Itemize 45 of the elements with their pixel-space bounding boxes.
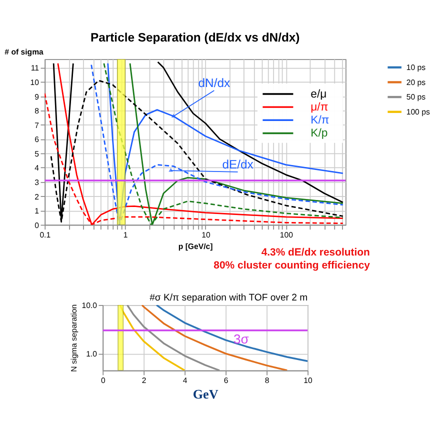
legend-label: K/π <box>310 114 330 127</box>
x-tick-label: 0 <box>100 376 106 386</box>
y-axis-title: # of sigma <box>4 47 44 56</box>
legend-label: e/μ <box>310 88 327 100</box>
y-tick-label: 1.0 <box>86 350 98 359</box>
x-tick-label: 10 <box>202 230 211 240</box>
y-tick-label: 6 <box>34 135 40 144</box>
x-tick-label: 100 <box>280 230 294 240</box>
line-series <box>156 305 308 362</box>
y-tick-label: 1 <box>34 206 40 216</box>
y-axis-title: N sigma separation <box>70 304 78 372</box>
y-tick-label: 9 <box>34 92 40 102</box>
y-tick-label: 11 <box>30 64 40 73</box>
legend-label: K/p <box>310 128 328 140</box>
x-tick-label: 8 <box>264 376 270 386</box>
x-tick-label: 6 <box>224 376 229 386</box>
legend-label: 100 ps <box>406 107 430 116</box>
text: #σ K/π separation with TOF over 2 m <box>150 292 308 304</box>
y-tick-label: 10 <box>30 78 40 88</box>
annotation: dN/dx <box>198 76 230 90</box>
legend-label: μ/π <box>310 102 328 114</box>
y-tick-label: 7 <box>34 120 40 130</box>
x-tick-label: 1 <box>123 230 128 240</box>
y-tick-label: 5 <box>34 149 40 158</box>
y-tick-label: 2 <box>34 192 40 202</box>
x-axis-title: GeV <box>192 386 219 402</box>
chart-title: Particle Separation (dE/dx vs dN/dx) <box>90 30 300 45</box>
y-tick-label: 0 <box>34 220 40 230</box>
annotation: dE/dx <box>222 157 254 172</box>
x-axis-title: p [GeV/c] <box>178 242 214 251</box>
text: 4.3% dE/dx resolution <box>261 247 370 258</box>
y-tick-label: 4 <box>34 164 40 173</box>
line-series <box>141 305 288 370</box>
y-tick-label: 3 <box>34 178 40 187</box>
x-tick-label: 0.1 <box>40 230 51 240</box>
legend-label: 20 ps <box>406 78 426 87</box>
y-tick-label: 10.0 <box>82 301 98 310</box>
legend-label: 10 ps <box>406 63 426 72</box>
text: 80% cluster counting efficiency <box>214 260 370 272</box>
x-tick-label: 10 <box>304 376 314 386</box>
legend-label: 50 ps <box>406 92 426 102</box>
x-tick-label: 4 <box>182 376 188 386</box>
x-tick-label: 2 <box>142 376 146 386</box>
ref-line-label: 3σ <box>233 331 249 346</box>
y-tick-label: 8 <box>34 106 40 116</box>
